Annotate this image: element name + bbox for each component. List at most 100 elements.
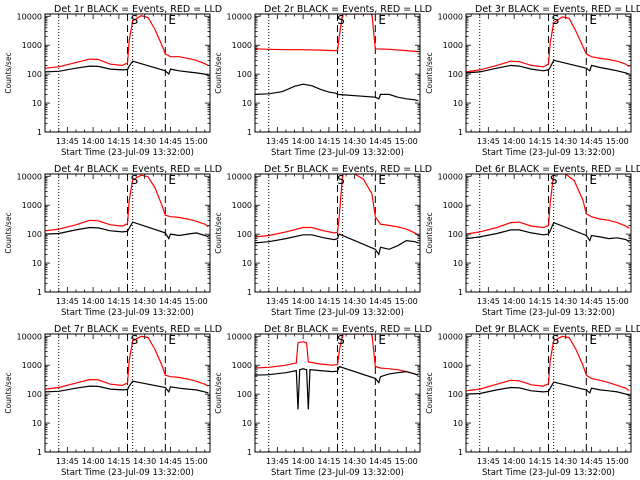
x-tick-label: 13:45 <box>56 137 79 146</box>
y-tick-label: 10 <box>242 99 252 108</box>
chart-title: Det 5r BLACK = Events, RED = LLD <box>264 164 432 175</box>
y-tick-label: 10000 <box>438 172 463 181</box>
x-axis-label: Start Time (23-Jul-09 13:32:00) <box>61 468 194 478</box>
x-tick-label: 14:15 <box>317 457 340 466</box>
y-tick-label: 1000 <box>232 361 252 370</box>
x-tick-label: 15:00 <box>395 297 418 306</box>
y-tick-label: 1 <box>37 128 42 137</box>
chart-title: Det 7r BLACK = Events, RED = LLD <box>54 324 222 335</box>
x-tick-label: 13:45 <box>266 137 289 146</box>
events-series-line <box>255 83 419 102</box>
x-tick-label: 14:30 <box>133 137 156 146</box>
end-marker-label: E <box>168 173 176 187</box>
x-axis-label: Start Time (23-Jul-09 13:32:00) <box>271 468 404 478</box>
y-axis-label: Counts/sec <box>214 52 223 93</box>
x-tick-label: 14:30 <box>554 297 577 306</box>
x-tick-label: 15:00 <box>185 137 208 146</box>
x-tick-label: 14:15 <box>317 297 340 306</box>
x-tick-label: 15:00 <box>185 457 208 466</box>
y-tick-label: 10000 <box>227 332 252 341</box>
x-tick-label: 14:00 <box>292 137 315 146</box>
chart-panel: 1 10 100 1000 10000 13:45 14:00 14:15 14:30 14:45… <box>425 4 640 158</box>
x-tick-label: 14:45 <box>159 137 182 146</box>
x-axis-label: Start Time (23-Jul-09 13:32:00) <box>271 308 404 318</box>
y-tick-label: 1 <box>458 288 463 297</box>
y-tick-label: 10 <box>32 259 42 268</box>
start-marker-label: S <box>337 13 345 27</box>
chart-panel: 1 10 100 1000 10000 13:45 14:00 14:15 14:30 14:45… <box>425 324 640 478</box>
start-marker-label: S <box>337 173 345 187</box>
y-tick-label: 10 <box>242 419 252 428</box>
start-marker-label: S <box>131 173 139 187</box>
x-tick-label: 15:00 <box>395 137 418 146</box>
x-tick-label: 13:45 <box>56 297 79 306</box>
x-tick-label: 14:15 <box>528 137 551 146</box>
lld-series-line <box>45 335 209 390</box>
x-tick-label: 14:00 <box>503 457 526 466</box>
events-series-line <box>255 365 419 410</box>
start-marker-label: S <box>337 333 345 347</box>
chart-panel: 1 10 100 1000 10000 13:45 14:00 14:15 14:30 14:45… <box>214 164 432 318</box>
x-tick-label: 14:30 <box>554 137 577 146</box>
end-marker-label: E <box>168 333 176 347</box>
lld-series-line <box>45 15 209 69</box>
x-tick-label: 14:30 <box>554 457 577 466</box>
x-tick-label: 14:45 <box>159 457 182 466</box>
x-tick-label: 14:00 <box>292 297 315 306</box>
x-tick-label: 14:15 <box>528 297 551 306</box>
events-series-line <box>45 60 209 77</box>
y-tick-label: 1000 <box>22 361 42 370</box>
chart-panel: 1 10 100 1000 10000 13:45 14:00 14:15 14:30 14:45… <box>214 4 432 158</box>
y-axis-label: Counts/sec <box>214 212 223 253</box>
x-tick-label: 14:00 <box>82 457 105 466</box>
y-tick-label: 1 <box>458 448 463 457</box>
chart-title: Det 3r BLACK = Events, RED = LLD <box>475 4 640 15</box>
y-tick-label: 10000 <box>17 172 42 181</box>
events-series-line <box>466 381 630 397</box>
x-tick-label: 14:30 <box>133 297 156 306</box>
lld-series-line <box>255 334 419 376</box>
y-tick-label: 10 <box>453 99 463 108</box>
x-axis-label: Start Time (23-Jul-09 13:32:00) <box>61 148 194 158</box>
y-tick-label: 1 <box>247 288 252 297</box>
y-tick-label: 100 <box>448 230 463 239</box>
start-marker-label: S <box>131 13 139 27</box>
y-tick-label: 10 <box>453 419 463 428</box>
y-tick-label: 1000 <box>443 41 463 50</box>
x-tick-label: 14:45 <box>369 457 392 466</box>
chart-panel: 1 10 100 1000 10000 13:45 14:00 14:15 14:30 14:45… <box>214 324 432 478</box>
y-tick-label: 10000 <box>17 12 42 21</box>
x-tick-label: 13:45 <box>266 297 289 306</box>
y-tick-label: 10 <box>242 259 252 268</box>
x-tick-label: 14:00 <box>82 297 105 306</box>
y-tick-label: 1000 <box>232 41 252 50</box>
chart-title: Det 8r BLACK = Events, RED = LLD <box>264 324 432 335</box>
x-tick-label: 14:00 <box>503 297 526 306</box>
start-marker-label: S <box>550 173 558 187</box>
y-axis-label: Counts/sec <box>4 372 13 413</box>
x-tick-label: 13:45 <box>477 137 500 146</box>
y-tick-label: 10 <box>32 99 42 108</box>
x-tick-label: 14:45 <box>369 137 392 146</box>
x-tick-label: 14:30 <box>343 457 366 466</box>
lld-series-line <box>45 174 209 232</box>
x-tick-label: 14:30 <box>343 297 366 306</box>
end-marker-label: E <box>168 13 176 27</box>
y-axis-label: Counts/sec <box>4 52 13 93</box>
x-tick-label: 13:45 <box>477 297 500 306</box>
x-tick-label: 14:00 <box>82 137 105 146</box>
y-tick-label: 1000 <box>443 201 463 210</box>
y-tick-label: 100 <box>237 70 252 79</box>
lld-series-line <box>466 335 630 392</box>
end-marker-label: E <box>589 13 597 27</box>
x-tick-label: 14:30 <box>133 457 156 466</box>
x-tick-label: 14:15 <box>107 297 130 306</box>
y-axis-label: Counts/sec <box>425 372 434 413</box>
end-marker-label: E <box>378 173 386 187</box>
chart-title: Det 1r BLACK = Events, RED = LLD <box>54 4 222 15</box>
x-tick-label: 14:45 <box>369 297 392 306</box>
lld-series-line <box>255 174 419 238</box>
y-axis-label: Counts/sec <box>4 212 13 253</box>
events-series-line <box>466 59 630 75</box>
